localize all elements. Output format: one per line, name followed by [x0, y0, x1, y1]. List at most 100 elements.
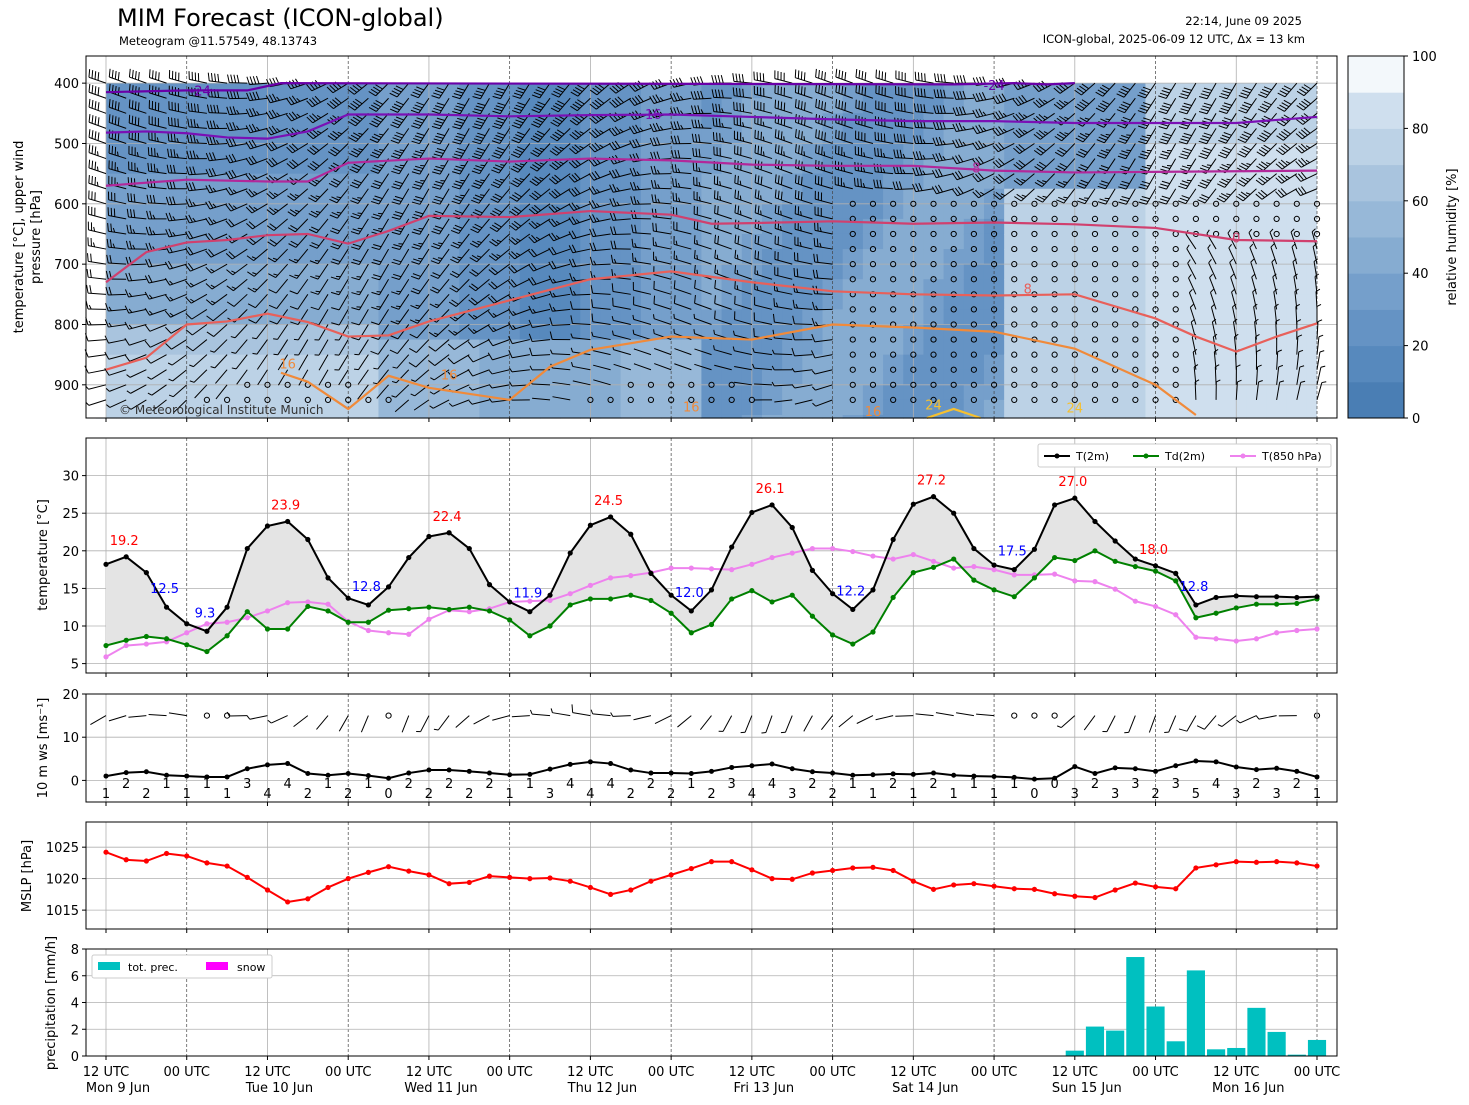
rh-cell [398, 98, 420, 114]
wind-barb-feather [797, 175, 800, 184]
wind-barb-feather [371, 104, 379, 110]
wind-barb-feather [136, 167, 139, 172]
wind-barb-feather [212, 219, 217, 224]
wind-barb-feather [392, 168, 402, 172]
rh-cell [681, 369, 703, 386]
rh-cell [439, 143, 460, 160]
rh-cell [963, 279, 985, 295]
wind-barb-feather [193, 134, 196, 144]
rh-cell [1105, 83, 1126, 99]
wind-barb-feather [307, 165, 315, 171]
rh-cell [701, 188, 723, 205]
rh-cell [116, 218, 137, 235]
wind-barb-feather [208, 216, 214, 225]
rh-cell [116, 279, 137, 295]
wind-barb-feather [372, 182, 381, 187]
rh-cell [1004, 128, 1025, 145]
wind-barb-feather [312, 161, 320, 167]
rh-cell [883, 264, 904, 280]
rh-cell [782, 203, 803, 220]
rh-cell [217, 249, 238, 265]
rh-cell [842, 98, 864, 114]
wind-barb-feather [205, 217, 211, 226]
wind-barb-feather [415, 304, 421, 307]
wind-barb-feather [144, 275, 150, 284]
rh-cell [539, 218, 561, 235]
rh-cell [1084, 414, 1106, 419]
wind-barb-feather [394, 211, 404, 215]
wind-barb-feather [169, 196, 173, 205]
wind-barb-feather [373, 102, 381, 108]
rh-cell [156, 218, 178, 235]
rh-cell [1105, 339, 1126, 356]
wind-barb-feather [208, 152, 213, 161]
rh-cell [1185, 399, 1207, 416]
rh-cell [721, 309, 743, 326]
rh-cell [297, 249, 319, 265]
wind-barb-feather [186, 134, 190, 143]
wind-barb-feather [632, 329, 635, 335]
rh-cell [378, 143, 400, 160]
rh-cell [358, 264, 380, 280]
rh-cell [297, 399, 319, 416]
rh-cell [761, 218, 783, 235]
rh-cell [862, 188, 884, 205]
wind-barb-feather [774, 99, 777, 108]
rh-cell [721, 294, 743, 310]
wind-barb-feather [209, 136, 213, 145]
wind-barb-feather [803, 136, 806, 141]
rh-cell [156, 203, 178, 220]
wind-barb-shaft [88, 354, 107, 358]
rh-cell [1084, 158, 1106, 175]
wind-barb-shaft [338, 324, 349, 341]
wind-barb-feather [145, 226, 150, 235]
wind-barb-feather [91, 115, 94, 124]
rh-cell [1185, 249, 1207, 265]
rh-cell [459, 384, 480, 401]
rh-cell [459, 369, 480, 386]
wind-barb-feather [172, 196, 176, 205]
rh-cell [862, 369, 884, 386]
rh-cell [1084, 113, 1106, 129]
wind-barb-shaft [297, 309, 309, 325]
rh-cell [883, 233, 904, 250]
wind-barb-feather [188, 198, 193, 207]
rh-cell [156, 294, 178, 310]
rh-cell [862, 173, 884, 190]
rh-cell [116, 324, 137, 341]
rh-cell [782, 339, 803, 356]
wind-barb-feather [390, 124, 399, 129]
rh-cell [1125, 264, 1147, 280]
wind-barb-feather [165, 343, 172, 350]
wind-barb-feather [273, 192, 279, 196]
rh-cell [681, 384, 703, 401]
rh-cell [1125, 158, 1147, 175]
rh-cell [1024, 233, 1046, 250]
rh-cell [297, 384, 319, 401]
wind-barb-feather [109, 255, 112, 264]
rh-cell [196, 309, 218, 326]
wind-barb-feather [86, 284, 89, 294]
wind-barb-shaft [338, 369, 349, 386]
wind-barb-feather [310, 194, 319, 200]
rh-cell [802, 384, 824, 401]
rh-cell [297, 339, 319, 356]
rh-cell [721, 98, 743, 114]
wind-barb-shaft [415, 354, 430, 368]
wind-barb-feather [168, 212, 173, 221]
rh-cell [640, 324, 662, 341]
rh-cell [317, 143, 339, 160]
rh-cell [943, 354, 965, 371]
wind-barb-feather [104, 351, 110, 360]
wind-barb-feather [894, 101, 897, 111]
wind-barb-feather [796, 268, 799, 277]
rh-cell [237, 279, 258, 295]
rh-cell [237, 98, 258, 114]
wind-barb-feather [114, 101, 117, 110]
wind-barb-feather [861, 101, 863, 110]
wind-barb-feather [109, 239, 112, 248]
wind-barb-feather [394, 165, 403, 169]
wind-barb-feather [392, 366, 398, 369]
wind-barb-feather [411, 171, 420, 175]
rh-cell [136, 339, 158, 356]
